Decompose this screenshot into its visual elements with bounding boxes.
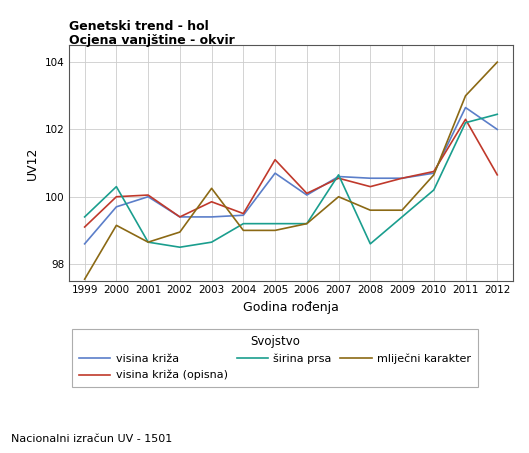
Text: Nacionalni izračun UV - 1501: Nacionalni izračun UV - 1501 (11, 434, 172, 444)
Y-axis label: UV12: UV12 (26, 146, 39, 180)
Legend: visina križa, visina križa (opisna), širina prsa, mliječni karakter: visina križa, visina križa (opisna), šir… (72, 328, 478, 387)
Text: Ocjena vanjštine - okvir: Ocjena vanjštine - okvir (69, 34, 234, 47)
X-axis label: Godina rođenja: Godina rođenja (243, 301, 339, 313)
Text: Genetski trend - hol: Genetski trend - hol (69, 20, 208, 34)
